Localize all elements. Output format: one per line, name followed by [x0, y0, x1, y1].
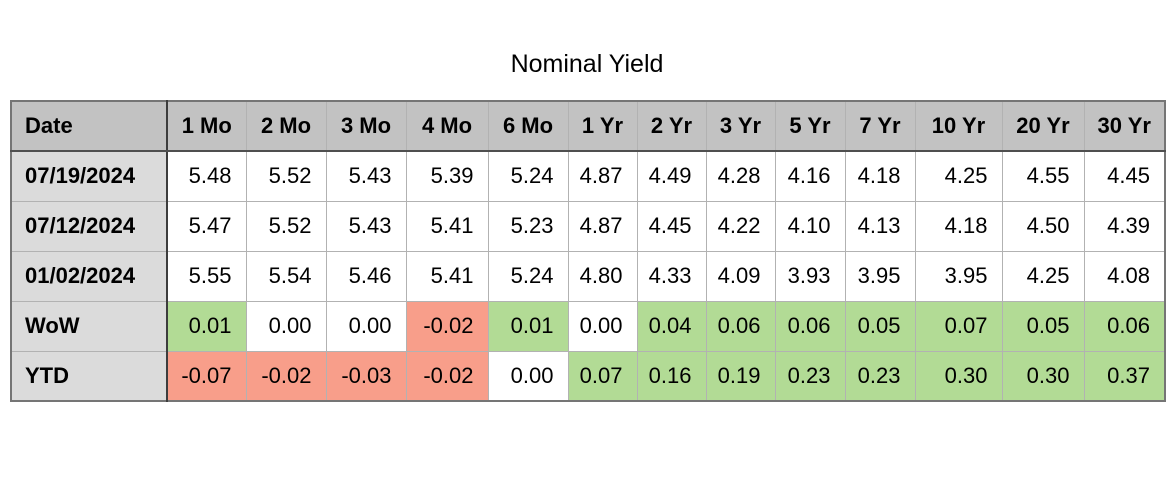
- value-cell: 5.55: [166, 250, 247, 302]
- value-cell: 5.24: [487, 150, 569, 202]
- value-cell: 0.06: [774, 300, 846, 352]
- row-label: YTD: [10, 350, 168, 402]
- value-cell: 4.25: [914, 150, 1003, 202]
- value-cell: 3.95: [914, 250, 1003, 302]
- value-cell: 5.43: [325, 150, 407, 202]
- row-label: 07/12/2024: [10, 200, 168, 252]
- value-cell: 5.52: [245, 200, 327, 252]
- value-cell: 4.08: [1083, 250, 1166, 302]
- value-cell: 5.43: [325, 200, 407, 252]
- table-row: 01/02/2024 5.55 5.54 5.46 5.41 5.24 4.80 4.33 4.…: [10, 250, 1166, 302]
- value-cell: -0.02: [405, 350, 489, 402]
- value-cell: 0.01: [487, 300, 569, 352]
- nominal-yield-table: Date 1 Mo 2 Mo 3 Mo 4 Mo 6 Mo 1 Yr 2 Yr …: [10, 100, 1166, 402]
- value-cell: 4.80: [567, 250, 638, 302]
- column-header-6mo: 6 Mo: [487, 100, 569, 152]
- value-cell: 5.54: [245, 250, 327, 302]
- column-header-4mo: 4 Mo: [405, 100, 489, 152]
- row-label: 07/19/2024: [10, 150, 168, 202]
- column-header-30yr: 30 Yr: [1083, 100, 1166, 152]
- value-cell: 0.05: [1001, 300, 1085, 352]
- row-label: WoW: [10, 300, 168, 352]
- value-cell: 5.52: [245, 150, 327, 202]
- column-header-7yr: 7 Yr: [844, 100, 916, 152]
- value-cell: -0.03: [325, 350, 407, 402]
- value-cell: 4.55: [1001, 150, 1085, 202]
- row-label: 01/02/2024: [10, 250, 168, 302]
- value-cell: 4.22: [705, 200, 776, 252]
- value-cell: 0.07: [567, 350, 638, 402]
- value-cell: 5.39: [405, 150, 489, 202]
- page-title: Nominal Yield: [510, 50, 664, 78]
- value-cell: 4.45: [636, 200, 707, 252]
- value-cell: 4.87: [567, 150, 638, 202]
- value-cell: 0.06: [705, 300, 776, 352]
- table-body: 07/19/2024 5.48 5.52 5.43 5.39 5.24 4.87 4.49 4.…: [10, 150, 1166, 402]
- value-cell: 4.13: [844, 200, 916, 252]
- column-header-3yr: 3 Yr: [705, 100, 776, 152]
- value-cell: 0.23: [844, 350, 916, 402]
- value-cell: 0.30: [914, 350, 1003, 402]
- column-header-date: Date: [10, 100, 168, 152]
- value-cell: -0.02: [245, 350, 327, 402]
- value-cell: 0.05: [844, 300, 916, 352]
- value-cell: 0.04: [636, 300, 707, 352]
- header-row: Date 1 Mo 2 Mo 3 Mo 4 Mo 6 Mo 1 Yr 2 Yr …: [10, 100, 1166, 152]
- value-cell: 4.49: [636, 150, 707, 202]
- value-cell: -0.02: [405, 300, 489, 352]
- column-header-5yr: 5 Yr: [774, 100, 846, 152]
- value-cell: 5.41: [405, 200, 489, 252]
- value-cell: 4.39: [1083, 200, 1166, 252]
- column-header-2mo: 2 Mo: [245, 100, 327, 152]
- value-cell: 4.50: [1001, 200, 1085, 252]
- value-cell: 4.10: [774, 200, 846, 252]
- column-header-3mo: 3 Mo: [325, 100, 407, 152]
- value-cell: 5.41: [405, 250, 489, 302]
- table-row: YTD -0.07 -0.02 -0.03 -0.02 0.00 0.07 0.16 0.19 0…: [10, 350, 1166, 402]
- column-header-2yr: 2 Yr: [636, 100, 707, 152]
- value-cell: 5.48: [166, 150, 247, 202]
- value-cell: 0.06: [1083, 300, 1166, 352]
- value-cell: 4.18: [844, 150, 916, 202]
- value-cell: 4.18: [914, 200, 1003, 252]
- value-cell: 4.09: [705, 250, 776, 302]
- value-cell: 4.87: [567, 200, 638, 252]
- column-header-1mo: 1 Mo: [166, 100, 247, 152]
- value-cell: 4.33: [636, 250, 707, 302]
- value-cell: 4.28: [705, 150, 776, 202]
- value-cell: 0.16: [636, 350, 707, 402]
- value-cell: 0.01: [166, 300, 247, 352]
- table-row: 07/19/2024 5.48 5.52 5.43 5.39 5.24 4.87 4.49 4.…: [10, 150, 1166, 202]
- value-cell: 3.95: [844, 250, 916, 302]
- value-cell: 4.25: [1001, 250, 1085, 302]
- value-cell: 0.00: [487, 350, 569, 402]
- value-cell: 3.93: [774, 250, 846, 302]
- value-cell: -0.07: [166, 350, 247, 402]
- value-cell: 5.24: [487, 250, 569, 302]
- value-cell: 4.16: [774, 150, 846, 202]
- table-row: WoW 0.01 0.00 0.00 -0.02 0.01 0.00 0.04 0.06 0.06…: [10, 300, 1166, 352]
- value-cell: 5.23: [487, 200, 569, 252]
- column-header-10yr: 10 Yr: [914, 100, 1003, 152]
- table-row: 07/12/2024 5.47 5.52 5.43 5.41 5.23 4.87 4.45 4.…: [10, 200, 1166, 252]
- value-cell: 0.19: [705, 350, 776, 402]
- value-cell: 0.00: [325, 300, 407, 352]
- value-cell: 0.30: [1001, 350, 1085, 402]
- value-cell: 0.00: [567, 300, 638, 352]
- value-cell: 5.47: [166, 200, 247, 252]
- value-cell: 0.00: [245, 300, 327, 352]
- column-header-20yr: 20 Yr: [1001, 100, 1085, 152]
- column-header-1yr: 1 Yr: [567, 100, 638, 152]
- value-cell: 4.45: [1083, 150, 1166, 202]
- value-cell: 0.23: [774, 350, 846, 402]
- value-cell: 5.46: [325, 250, 407, 302]
- value-cell: 0.07: [914, 300, 1003, 352]
- value-cell: 0.37: [1083, 350, 1166, 402]
